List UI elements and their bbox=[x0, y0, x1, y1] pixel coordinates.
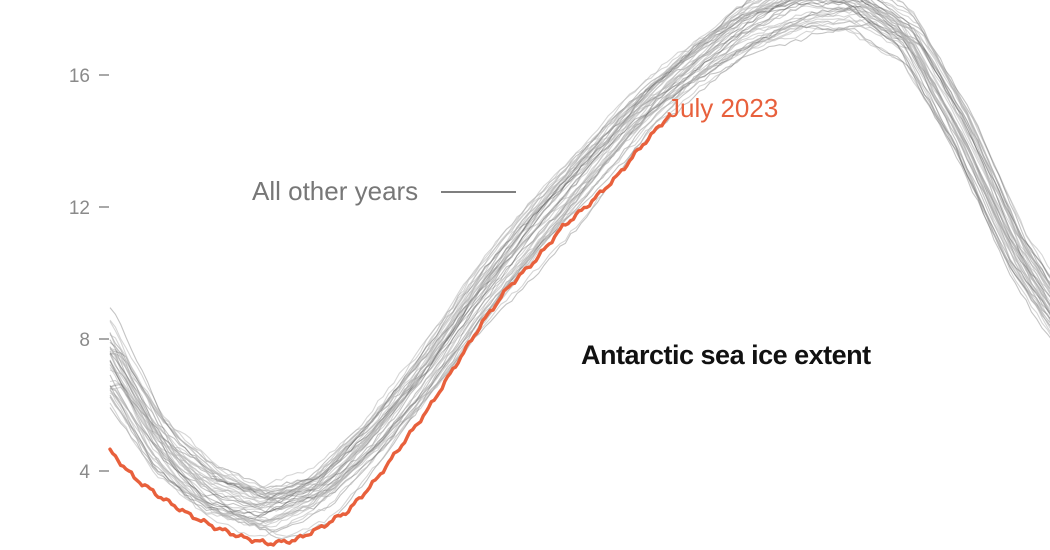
other-year-line bbox=[109, 21, 1050, 540]
annotations: All other years July 2023 bbox=[252, 93, 778, 206]
y-tick-8: 8 bbox=[79, 330, 109, 351]
other-year-line bbox=[109, 7, 1050, 518]
other-year-line bbox=[109, 19, 1050, 526]
other-years-label: All other years bbox=[252, 176, 418, 206]
other-year-line bbox=[109, 24, 1050, 525]
y-axis: 16 12 8 4 bbox=[69, 66, 109, 483]
y-tick-label-12: 12 bbox=[69, 198, 90, 219]
other-year-line bbox=[109, 1, 1050, 517]
other-year-line bbox=[109, 0, 1050, 492]
other-year-line bbox=[109, 8, 1050, 522]
other-year-line bbox=[109, 0, 1050, 509]
other-year-line bbox=[109, 18, 1050, 531]
other-year-line bbox=[109, 0, 1050, 501]
other-year-line bbox=[109, 0, 1050, 506]
y-tick-12: 12 bbox=[69, 198, 109, 219]
other-year-line bbox=[109, 0, 1050, 514]
y-tick-label-16: 16 bbox=[69, 66, 90, 87]
other-year-line bbox=[109, 4, 1050, 510]
chart-title: Antarctic sea ice extent bbox=[581, 340, 871, 370]
other-year-line bbox=[109, 0, 1050, 494]
other-year-line bbox=[109, 0, 1050, 491]
other-year-line bbox=[109, 15, 1050, 531]
other-year-line bbox=[109, 10, 1050, 512]
other-year-line bbox=[109, 0, 1050, 491]
other-year-line bbox=[109, 0, 1050, 496]
y-tick-label-8: 8 bbox=[79, 330, 90, 351]
other-year-line bbox=[109, 0, 1050, 503]
other-year-line bbox=[109, 18, 1050, 522]
y-tick-16: 16 bbox=[69, 66, 109, 87]
other-year-line bbox=[109, 0, 1050, 500]
july-2023-line bbox=[108, 112, 672, 547]
highlight-label: July 2023 bbox=[667, 93, 778, 123]
other-year-line bbox=[109, 21, 1050, 537]
other-year-line bbox=[109, 2, 1050, 513]
other-years-lines bbox=[109, 0, 1050, 540]
other-year-line bbox=[109, 5, 1050, 528]
y-tick-label-4: 4 bbox=[79, 462, 90, 483]
other-year-line bbox=[109, 0, 1050, 509]
other-year-line bbox=[109, 4, 1050, 525]
y-tick-4: 4 bbox=[79, 462, 109, 483]
other-year-line bbox=[109, 5, 1050, 533]
other-year-line bbox=[109, 0, 1050, 499]
highlight-series bbox=[108, 112, 672, 547]
other-year-line bbox=[109, 25, 1050, 522]
other-year-line bbox=[109, 1, 1050, 520]
other-year-line bbox=[109, 24, 1050, 537]
other-year-line bbox=[109, 0, 1050, 511]
